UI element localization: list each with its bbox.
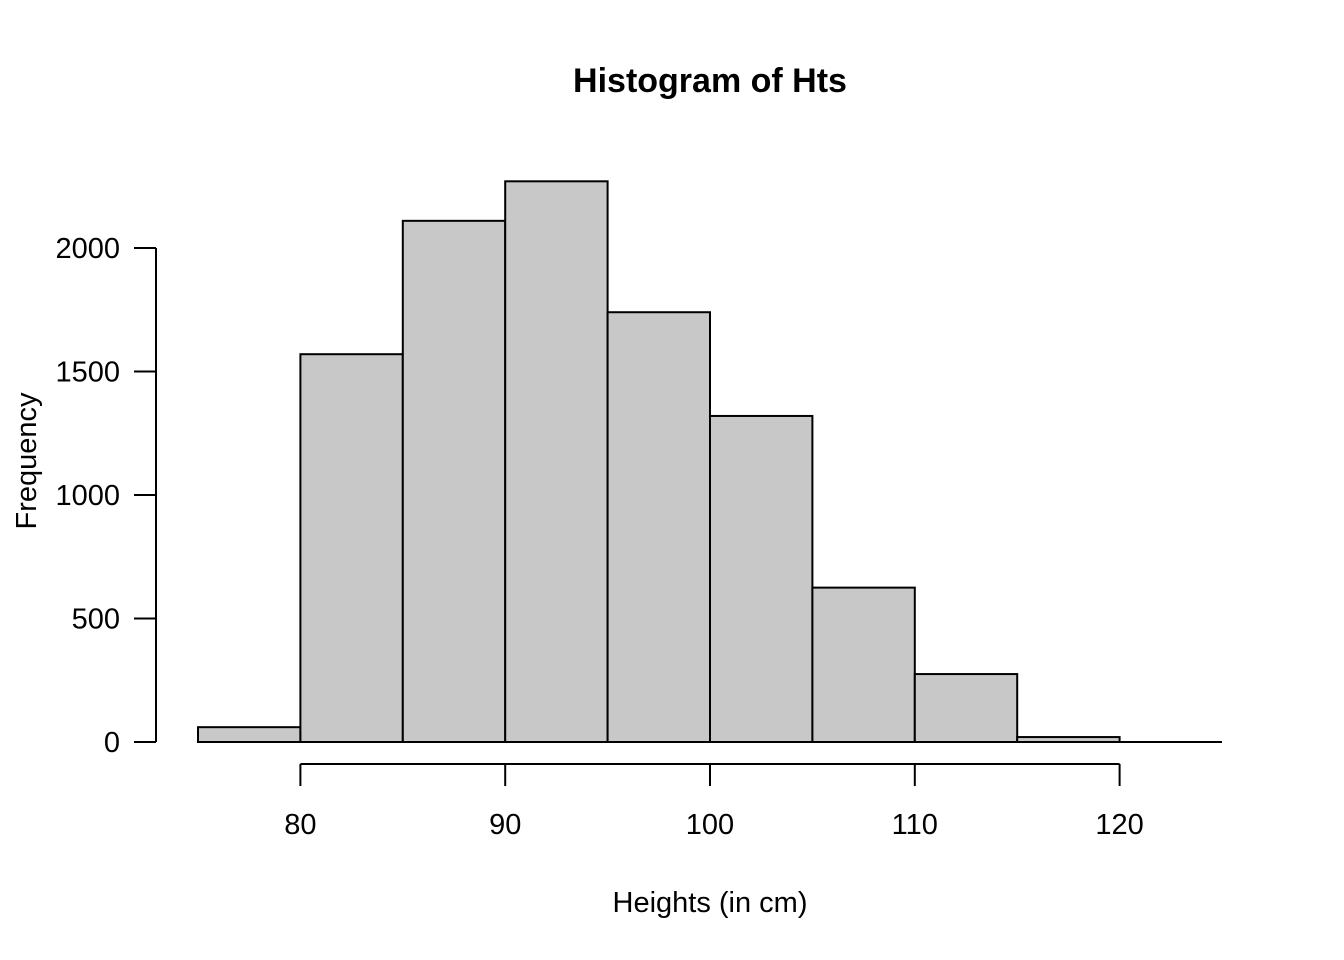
x-tick-label: 90 [489, 809, 521, 841]
histogram-bar-85-90 [401, 219, 507, 743]
x-tick-label: 100 [686, 809, 734, 841]
y-tick-label: 500 [72, 604, 120, 636]
histogram-bar-110-115 [913, 673, 1019, 744]
x-tick-label: 80 [284, 809, 316, 841]
histogram-bar-105-110 [811, 586, 916, 743]
x-axis-label: Heights (in cm) [613, 887, 808, 919]
y-tick-label: 1500 [55, 357, 120, 389]
histogram-bar-95-100 [606, 311, 711, 743]
histogram-bar-75-80 [197, 726, 302, 743]
histogram-bar-100-105 [709, 414, 814, 743]
chart-title: Histogram of Hts [573, 62, 847, 100]
x-tick-label: 110 [892, 809, 938, 841]
x-tick-label: 120 [1095, 809, 1143, 841]
histogram-bar-115-120 [1016, 736, 1121, 743]
bars-group [197, 180, 1222, 744]
histogram-bar-90-95 [504, 180, 609, 743]
y-tick-label: 0 [104, 727, 120, 759]
y-tick-label: 1000 [55, 480, 120, 512]
x-axis: 80 90 100 110 120 [284, 763, 1144, 841]
y-axis-label: Frequency [11, 392, 43, 530]
y-tick-label: 2000 [55, 233, 120, 265]
y-axis: 0 500 1000 1500 2000 [55, 233, 157, 759]
histogram-bar-80-85 [299, 353, 404, 743]
